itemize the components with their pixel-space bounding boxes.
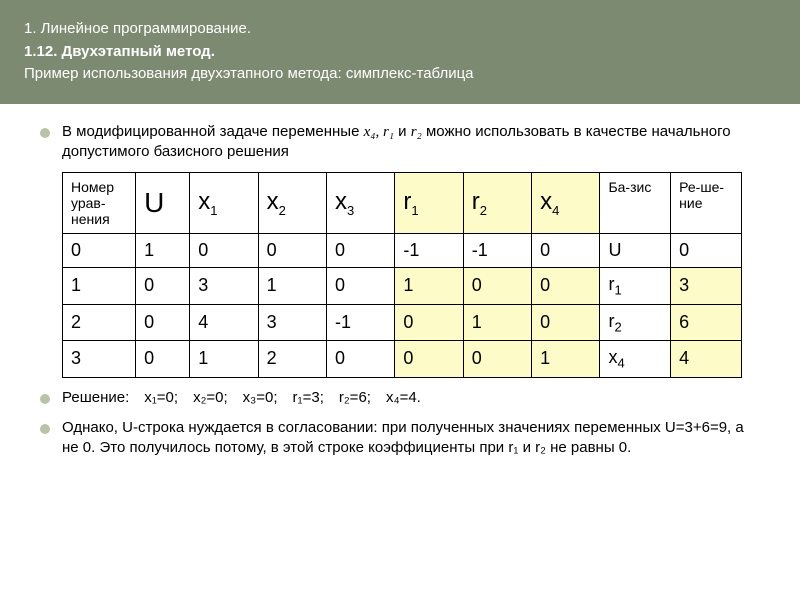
col-header-x1: x1 bbox=[190, 173, 258, 234]
header-line-1: 1. Линейное программирование. bbox=[24, 18, 776, 41]
table-cell: 3 bbox=[63, 341, 136, 378]
table-cell: 4 bbox=[190, 304, 258, 341]
table-cell: -1 bbox=[327, 304, 395, 341]
table-cell: 0 bbox=[190, 234, 258, 268]
table-cell: 0 bbox=[136, 304, 190, 341]
table-cell: 0 bbox=[327, 268, 395, 305]
table-cell: 1 bbox=[190, 341, 258, 378]
bullet-note: Однако, U-строка нуждается в согласовани… bbox=[40, 418, 760, 459]
table-cell: 1 bbox=[63, 268, 136, 305]
table-cell: 2 bbox=[258, 341, 326, 378]
slide-content: В модифицированной задаче переменные x₄,… bbox=[0, 104, 800, 459]
table-cell: 1 bbox=[532, 341, 600, 378]
col-header-equation: Номер урав-нения bbox=[63, 173, 136, 234]
table-cell: 0 bbox=[532, 304, 600, 341]
col-header-basis: Ба-зис bbox=[600, 173, 671, 234]
bullet-intro: В модифицированной задаче переменные x₄,… bbox=[40, 122, 760, 163]
solution-text: Решение: x₁=0; x₂=0; x₃=0; r₁=3; r₂=6; x… bbox=[62, 388, 760, 408]
col-header-solution: Ре-ше-ние bbox=[671, 173, 742, 234]
col-header-x2: x2 bbox=[258, 173, 326, 234]
bullet-icon bbox=[40, 424, 50, 434]
table-cell: 1 bbox=[463, 304, 531, 341]
table-cell: 1 bbox=[136, 234, 190, 268]
table-cell: 0 bbox=[395, 341, 463, 378]
table-cell: 0 bbox=[463, 341, 531, 378]
bullet-intro-text: В модифицированной задаче переменные x₄,… bbox=[62, 122, 760, 163]
table-cell: 1 bbox=[258, 268, 326, 305]
table-row: 01000-1-10U0 bbox=[63, 234, 742, 268]
table-cell: 0 bbox=[532, 268, 600, 305]
table-row: 10310100r13 bbox=[63, 268, 742, 305]
bullet-icon bbox=[40, 128, 50, 138]
col-header-x4: x4 bbox=[532, 173, 600, 234]
table-cell: -1 bbox=[395, 234, 463, 268]
table-row: 30120001x44 bbox=[63, 341, 742, 378]
table-cell: 0 bbox=[327, 341, 395, 378]
table-cell: 0 bbox=[463, 268, 531, 305]
table-cell: 0 bbox=[136, 268, 190, 305]
table-cell: 0 bbox=[327, 234, 395, 268]
header-line-2: 1.12. Двухэтапный метод. bbox=[24, 41, 776, 64]
table-cell: 6 bbox=[671, 304, 742, 341]
col-header-r1: r1 bbox=[395, 173, 463, 234]
simplex-table: Номер урав-нения U x1 x2 x3 r1 r2 x4 Ба-… bbox=[62, 172, 742, 378]
table-cell: 0 bbox=[395, 304, 463, 341]
table-cell: r2 bbox=[600, 304, 671, 341]
table-cell: U bbox=[600, 234, 671, 268]
table-cell: 0 bbox=[258, 234, 326, 268]
table-header-row: Номер урав-нения U x1 x2 x3 r1 r2 x4 Ба-… bbox=[63, 173, 742, 234]
table-cell: 1 bbox=[395, 268, 463, 305]
col-header-u: U bbox=[136, 173, 190, 234]
col-header-x3: x3 bbox=[327, 173, 395, 234]
table-cell: r1 bbox=[600, 268, 671, 305]
note-text: Однако, U-строка нуждается в согласовани… bbox=[62, 418, 760, 459]
table-cell: 2 bbox=[63, 304, 136, 341]
table-cell: -1 bbox=[463, 234, 531, 268]
table-cell: 0 bbox=[532, 234, 600, 268]
table-cell: x4 bbox=[600, 341, 671, 378]
slide-header: 1. Линейное программирование. 1.12. Двух… bbox=[0, 0, 800, 104]
table-row: 2043-1010r26 bbox=[63, 304, 742, 341]
simplex-table-wrap: Номер урав-нения U x1 x2 x3 r1 r2 x4 Ба-… bbox=[62, 172, 760, 378]
table-cell: 3 bbox=[671, 268, 742, 305]
table-cell: 3 bbox=[190, 268, 258, 305]
bullet-solution: Решение: x₁=0; x₂=0; x₃=0; r₁=3; r₂=6; x… bbox=[40, 388, 760, 408]
bullet-icon bbox=[40, 394, 50, 404]
header-line-3: Пример использования двухэтапного метода… bbox=[24, 63, 776, 86]
col-header-r2: r2 bbox=[463, 173, 531, 234]
table-cell: 3 bbox=[258, 304, 326, 341]
table-cell: 0 bbox=[671, 234, 742, 268]
table-cell: 0 bbox=[63, 234, 136, 268]
table-cell: 0 bbox=[136, 341, 190, 378]
table-cell: 4 bbox=[671, 341, 742, 378]
